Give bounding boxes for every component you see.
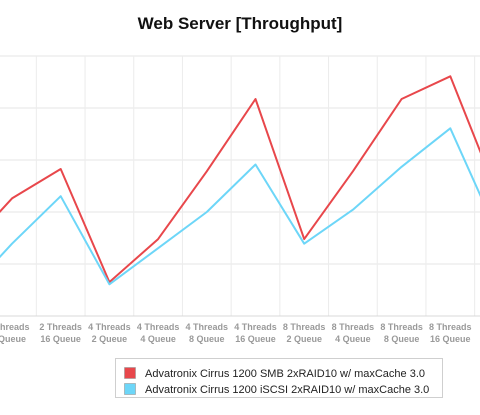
data-point bbox=[11, 197, 13, 199]
data-point bbox=[60, 168, 62, 170]
legend-label-2: Advatronix Cirrus 1200 iSCSI 2xRAID10 w/… bbox=[145, 384, 429, 396]
x-tick-label: 4 Threads 8 Queue bbox=[186, 322, 229, 344]
series-line-2 bbox=[0, 127, 480, 286]
x-tick-label: 4 Threads 16 Queue bbox=[234, 322, 277, 344]
data-point bbox=[449, 75, 451, 77]
x-tick-label: 8 Threads 4 Queue bbox=[332, 322, 375, 344]
x-tick-label: 8 Threads 8 Queue bbox=[380, 322, 423, 344]
chart-title: Web Server [Throughput] bbox=[137, 14, 343, 33]
data-point bbox=[352, 209, 354, 211]
data-point bbox=[352, 170, 354, 172]
data-point bbox=[157, 247, 159, 249]
x-tick-label: 4 Threads 4 Queue bbox=[137, 322, 180, 344]
legend-label-1: Advatronix Cirrus 1200 SMB 2xRAID10 w/ m… bbox=[145, 368, 425, 380]
data-point bbox=[400, 166, 402, 168]
grid-lines bbox=[0, 55, 480, 317]
x-tick-label: 4 Threads 2 Queue bbox=[88, 322, 131, 344]
data-point bbox=[254, 98, 256, 100]
data-point bbox=[449, 127, 451, 129]
data-point bbox=[60, 195, 62, 197]
legend-box bbox=[115, 358, 443, 398]
x-tick-label: 8 Threads 2 Queue bbox=[283, 322, 326, 344]
data-point bbox=[157, 238, 159, 240]
x-tick-label: ThreadsQueue bbox=[0, 322, 30, 344]
data-point bbox=[303, 238, 305, 240]
data-point bbox=[206, 211, 208, 213]
x-tick-label: 8 Threads 16 Queue bbox=[429, 322, 472, 344]
legend-swatch-2 bbox=[124, 383, 136, 395]
data-point bbox=[400, 98, 402, 100]
data-point bbox=[11, 242, 13, 244]
data-point bbox=[108, 283, 110, 285]
x-tick-label: 2 Threads 16 Queue bbox=[39, 322, 82, 344]
data-point bbox=[254, 163, 256, 165]
series-lines bbox=[0, 75, 480, 286]
legend: Advatronix Cirrus 1200 SMB 2xRAID10 w/ m… bbox=[115, 358, 443, 398]
data-point bbox=[303, 242, 305, 244]
data-point bbox=[206, 170, 208, 172]
series-line-1 bbox=[0, 75, 480, 284]
legend-swatch-1 bbox=[124, 367, 136, 379]
